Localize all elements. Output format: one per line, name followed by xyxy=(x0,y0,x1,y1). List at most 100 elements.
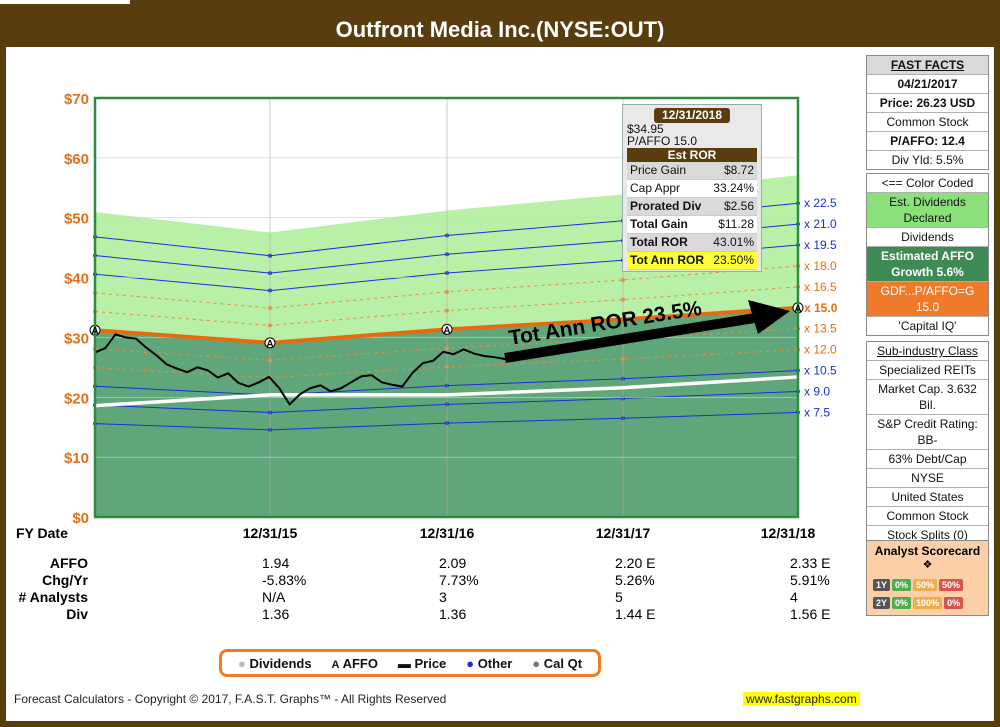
tooltip-row-label: Price Gain xyxy=(630,163,687,177)
scorecard-1y-miss: 50% xyxy=(939,579,964,591)
legend-price[interactable]: ▬ Price xyxy=(397,655,447,671)
stock-splits: Stock Splits (0) xyxy=(887,528,968,542)
chart-legend: ● Dividends A AFFO ▬ Price ● Other ● Cal… xyxy=(219,649,601,677)
tooltip-row-value: 33.24% xyxy=(713,181,754,195)
legend-other[interactable]: ● Other xyxy=(466,655,513,671)
tooltip-row-value: 23.50% xyxy=(713,253,754,267)
scorecard-2y-miss: 0% xyxy=(944,597,964,609)
color-coded-label: <== Color Coded xyxy=(867,174,988,193)
table-row-label: Chg/Yr xyxy=(42,572,88,588)
y-tick-label: $60 xyxy=(64,151,89,168)
fast-facts-stock-type: Common Stock xyxy=(867,113,988,132)
market-cap: Market Cap. 3.632 Bil. xyxy=(867,380,988,415)
copyright: Forecast Calculators - Copyright © 2017,… xyxy=(14,692,447,706)
table-cell: 5.26% xyxy=(615,572,655,588)
multiple-label: x 21.0 xyxy=(804,217,837,231)
y-tick-label: $10 xyxy=(64,450,89,467)
chart-title: Outfront Media Inc.(NYSE:OUT) xyxy=(0,0,1000,47)
tooltip-row-label: Total Gain xyxy=(630,217,688,231)
info-icon[interactable]: ❖ xyxy=(922,559,933,571)
x-date-label: 12/31/17 xyxy=(596,525,651,541)
fast-facts-div-yld: Div Yld: 5.5% xyxy=(891,153,964,167)
legend-dividends[interactable]: ● Dividends xyxy=(237,655,312,671)
tooltip-row: Prorated Div $2.56 xyxy=(627,198,757,216)
y-tick-label: $20 xyxy=(64,390,89,407)
dividends-key: Dividends xyxy=(867,228,988,247)
price-line xyxy=(94,333,516,407)
affo-marker xyxy=(441,323,453,335)
multiple-label: x 13.5 xyxy=(804,322,837,336)
table-cell: -5.83% xyxy=(262,572,306,588)
scorecard-1y-label: 1Y xyxy=(873,579,891,591)
multiple-label: x 22.5 xyxy=(804,196,837,210)
scorecard-row-1y: 1Y 0% 50% 50% xyxy=(873,579,964,591)
tooltip-row: Tot Ann ROR 23.50% xyxy=(627,252,757,270)
affo-marker-label: A xyxy=(443,325,450,336)
debt-cap: 63% Debt/Cap xyxy=(867,450,988,469)
table-cell: N/A xyxy=(262,589,286,605)
x-date-label: 12/31/16 xyxy=(420,525,475,541)
ror-arrow-head xyxy=(748,300,790,334)
legend-affo[interactable]: A AFFO xyxy=(331,655,378,671)
tooltip-row: Total Gain $11.28 xyxy=(627,216,757,234)
affo-marker-label: A xyxy=(91,326,98,337)
multiple-label: x 7.5 xyxy=(804,405,830,419)
ror-tooltip: 12/31/2018 $34.95 P/AFFO 15.0 Est ROR Pr… xyxy=(622,104,762,272)
table-cell: 1.94 xyxy=(262,555,289,571)
common-stock: Common Stock xyxy=(867,507,988,526)
table-cell: 1.56 E xyxy=(790,606,830,622)
multiple-label: x 18.0 xyxy=(804,259,837,273)
exchange: NYSE xyxy=(867,469,988,488)
table-cell: 2.09 xyxy=(439,555,466,571)
tooltip-row-value: $2.56 xyxy=(723,199,754,213)
scorecard-row-2y: 2Y 0% 100% 0% xyxy=(873,597,964,609)
table-cell: 3 xyxy=(439,589,447,605)
scorecard-1y-hit: 50% xyxy=(913,579,938,591)
table-row-label: AFFO xyxy=(50,555,88,571)
country: United States xyxy=(867,488,988,507)
plot-border xyxy=(93,96,800,519)
table-cell: 5 xyxy=(615,589,623,605)
gdf-key: GDF...P/AFFO=G 15.0 xyxy=(867,282,988,317)
multiple-label: x 15.0 xyxy=(804,301,838,315)
tooltip-row-label: Cap Appr xyxy=(630,181,681,195)
legend-calqt[interactable]: ● Cal Qt xyxy=(532,655,583,671)
color-key-panel: <== Color Coded Est. Dividends Declared … xyxy=(866,173,989,336)
tooltip-row-label: Tot Ann ROR xyxy=(630,253,704,267)
x-date-label: 12/31/15 xyxy=(243,525,298,541)
table-cell: 1.44 E xyxy=(615,606,655,622)
fast-facts-price: Price: 26.23 USD xyxy=(867,94,988,113)
affo-marker-label: A xyxy=(266,339,273,350)
tooltip-row-value: $11.28 xyxy=(718,217,754,231)
credit-rating: S&P Credit Rating: BB- xyxy=(867,415,988,450)
table-cell: 2.20 E xyxy=(615,555,655,571)
fastgraphs-link[interactable]: www.fastgraphs.com xyxy=(743,692,860,706)
tooltip-row: Total ROR 43.01% xyxy=(627,234,757,252)
tooltip-header: Est ROR xyxy=(627,148,757,162)
scorecard-2y-label: 2Y xyxy=(873,597,891,609)
analyst-scorecard: Analyst Scorecard ❖ 1Y 0% 50% 50% 2Y 0% … xyxy=(866,540,989,616)
fast-facts-header: FAST FACTS xyxy=(867,56,988,75)
scorecard-1y-beat: 0% xyxy=(892,579,912,591)
multiple-label: x 9.0 xyxy=(804,384,830,398)
multiple-label: x 16.5 xyxy=(804,280,837,294)
table-cell: 7.73% xyxy=(439,572,479,588)
subindustry-label: Sub-industry Class xyxy=(867,342,988,361)
fast-facts-pe: P/AFFO: 12.4 xyxy=(867,132,988,151)
fy-header: FY Date xyxy=(16,525,68,541)
tooltip-price: $34.95 xyxy=(627,122,664,136)
y-tick-label: $40 xyxy=(64,271,89,288)
tooltip-date: 12/31/2018 xyxy=(654,108,730,123)
table-row-label: Div xyxy=(66,606,88,622)
y-tick-label: $50 xyxy=(64,211,89,228)
y-tick-label: $0 xyxy=(72,510,89,527)
table-cell: 4 xyxy=(790,589,798,605)
est-dividends-key: Est. Dividends Declared xyxy=(867,193,988,228)
table-cell: 1.36 xyxy=(439,606,466,622)
table-cell: 1.36 xyxy=(262,606,289,622)
y-tick-label: $30 xyxy=(64,330,89,347)
tooltip-row: Cap Appr 33.24% xyxy=(627,180,757,198)
x-date-label: 12/31/18 xyxy=(761,525,816,541)
tooltip-rows: Price Gain $8.72 Cap Appr 33.24% Prorated Di… xyxy=(627,162,757,270)
